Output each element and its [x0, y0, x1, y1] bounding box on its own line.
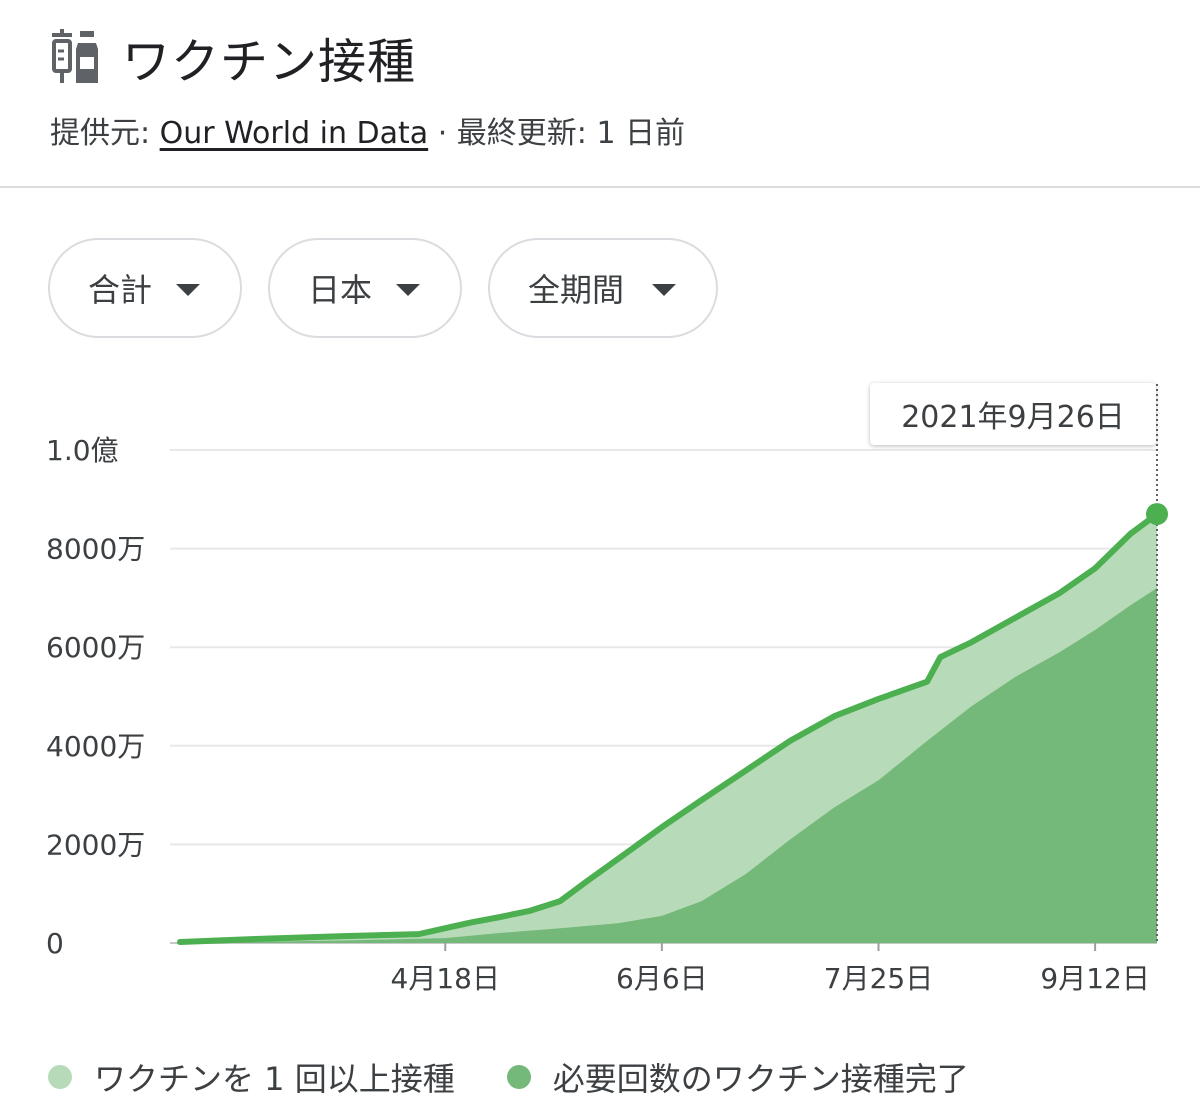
date-tooltip: 2021年9月26日 [870, 383, 1156, 445]
x-tick-label: 4月18日 [391, 962, 500, 995]
y-tick-label: 6000万 [46, 631, 145, 664]
x-tick-label: 7月25日 [824, 962, 933, 995]
y-tick-label: 0 [46, 927, 64, 960]
vaccine-icon [52, 29, 98, 83]
metric-filter-dropdown[interactable]: 合計 [48, 238, 242, 338]
area-fully-vaccinated [180, 588, 1157, 943]
period-filter-label: 全期間 [528, 271, 625, 309]
y-tick-label: 2000万 [46, 828, 145, 861]
source-link[interactable]: Our World in Data [159, 116, 429, 151]
vaccination-chart[interactable]: 0 2000万 4000万 6000万 8000万 1.0億 4月18日 6月6日 7月25日 9… [0, 370, 1200, 1020]
line-one-dose [177, 511, 1160, 946]
legend-label-one-dose: ワクチンを 1 回以上接種 [94, 1060, 455, 1098]
x-tick-label: 6月6日 [616, 962, 708, 995]
legend-swatch-light [48, 1065, 72, 1089]
legend-item-fully-vaccinated[interactable]: 必要回数のワクチン接種完了 [506, 1054, 969, 1100]
title-row: ワクチン接種 [50, 22, 416, 92]
period-filter-dropdown[interactable]: 全期間 [488, 238, 718, 338]
y-tick-label: 8000万 [46, 533, 145, 566]
update-text: · 最終更新: 1 日前 [428, 116, 686, 151]
caret-down-icon [176, 284, 200, 296]
hover-point [1146, 503, 1168, 526]
legend-swatch-dark [506, 1065, 531, 1089]
caret-down-icon [396, 284, 420, 296]
y-tick-label: 4000万 [46, 730, 145, 763]
page-title: ワクチン接種 [122, 34, 417, 90]
country-filter-label: 日本 [308, 271, 373, 309]
tooltip-date: 2021年9月26日 [901, 400, 1125, 435]
caret-down-icon [652, 284, 676, 296]
metric-filter-label: 合計 [88, 271, 153, 309]
x-tick-label: 9月12日 [1040, 962, 1149, 995]
source-prefix: 提供元: [50, 116, 160, 151]
legend-item-one-dose[interactable]: ワクチンを 1 回以上接種 [48, 1054, 455, 1100]
legend: ワクチンを 1 回以上接種 必要回数のワクチン接種完了 [48, 1052, 1021, 1102]
legend-label-fully-vaccinated: 必要回数のワクチン接種完了 [552, 1060, 969, 1098]
header: ワクチン接種 提供元: Our World in Data · 最終更新: 1 … [0, 0, 1200, 188]
source-line: 提供元: Our World in Data · 最終更新: 1 日前 [50, 108, 685, 152]
country-filter-dropdown[interactable]: 日本 [268, 238, 462, 338]
y-tick-label: 1.0億 [46, 434, 119, 467]
divider [0, 186, 1200, 188]
